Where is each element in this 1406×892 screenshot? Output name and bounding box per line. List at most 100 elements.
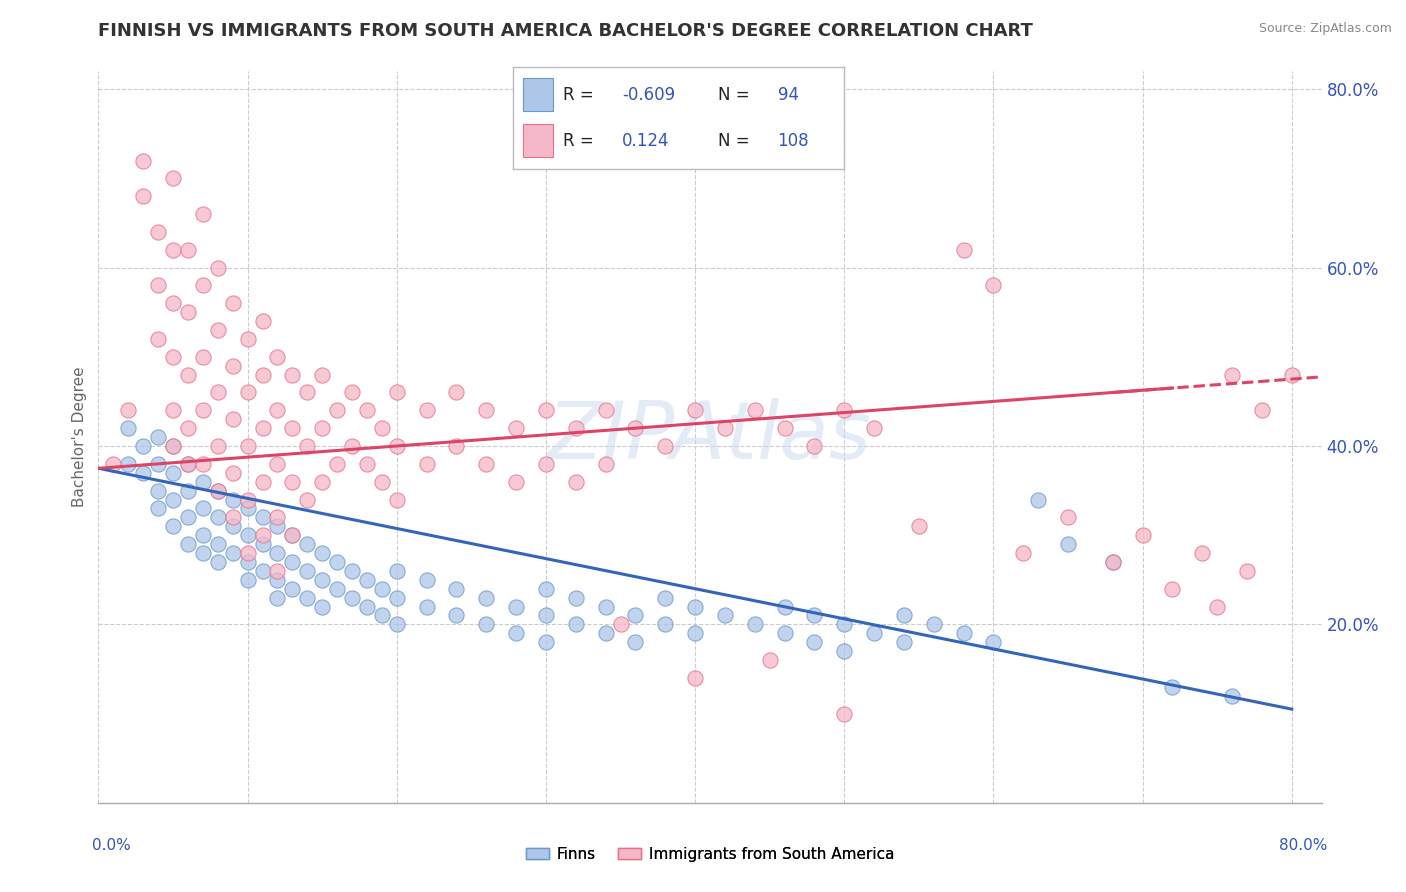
Point — [132, 153, 155, 168]
Point — [1220, 689, 1243, 703]
Point — [177, 457, 200, 471]
Point — [505, 626, 527, 640]
Text: N =: N = — [718, 132, 749, 150]
Point — [266, 403, 288, 417]
Point — [922, 617, 945, 632]
Point — [297, 385, 319, 400]
Y-axis label: Bachelor's Degree: Bachelor's Degree — [72, 367, 87, 508]
Point — [162, 466, 184, 480]
Point — [252, 564, 274, 578]
Point — [191, 501, 214, 516]
Text: Source: ZipAtlas.com: Source: ZipAtlas.com — [1258, 22, 1392, 36]
Point — [311, 546, 333, 560]
Point — [281, 528, 304, 542]
Point — [236, 332, 259, 346]
Point — [624, 635, 647, 649]
Point — [146, 278, 169, 293]
Point — [983, 635, 1005, 649]
Point — [1206, 599, 1229, 614]
Point — [252, 537, 274, 551]
Point — [191, 528, 214, 542]
Point — [609, 617, 631, 632]
Point — [162, 519, 184, 533]
Point — [221, 492, 243, 507]
Point — [162, 171, 184, 186]
Point — [385, 439, 408, 453]
Point — [221, 546, 243, 560]
Point — [221, 296, 243, 310]
Point — [356, 599, 378, 614]
Point — [983, 278, 1005, 293]
Point — [385, 385, 408, 400]
Point — [266, 510, 288, 524]
Point — [132, 466, 155, 480]
Point — [832, 617, 855, 632]
Point — [266, 591, 288, 605]
Point — [475, 617, 498, 632]
FancyBboxPatch shape — [523, 78, 553, 111]
Point — [1281, 368, 1303, 382]
Point — [297, 537, 319, 551]
Point — [340, 591, 363, 605]
Point — [832, 644, 855, 658]
Point — [311, 475, 333, 489]
Point — [340, 564, 363, 578]
Point — [146, 501, 169, 516]
Point — [146, 483, 169, 498]
Point — [281, 555, 304, 569]
Point — [475, 457, 498, 471]
Point — [177, 510, 200, 524]
Point — [266, 564, 288, 578]
Point — [340, 439, 363, 453]
Point — [252, 528, 274, 542]
Point — [191, 546, 214, 560]
Point — [908, 519, 931, 533]
Point — [236, 546, 259, 560]
Point — [281, 582, 304, 596]
Point — [236, 573, 259, 587]
Point — [162, 492, 184, 507]
Point — [1161, 582, 1184, 596]
Point — [385, 617, 408, 632]
Point — [356, 573, 378, 587]
Point — [1101, 555, 1123, 569]
Text: 94: 94 — [778, 86, 799, 103]
Point — [326, 555, 349, 569]
Point — [595, 626, 617, 640]
Point — [117, 421, 139, 435]
Point — [252, 475, 274, 489]
Point — [207, 483, 229, 498]
Point — [221, 412, 243, 426]
Point — [207, 260, 229, 275]
Point — [758, 653, 780, 667]
Point — [281, 421, 304, 435]
Point — [893, 635, 915, 649]
Point — [952, 243, 974, 257]
Point — [177, 483, 200, 498]
Point — [714, 608, 737, 623]
Point — [744, 403, 766, 417]
Point — [117, 403, 139, 417]
Point — [132, 189, 155, 203]
Point — [475, 591, 498, 605]
Text: 0.124: 0.124 — [623, 132, 669, 150]
Point — [371, 475, 394, 489]
Point — [371, 421, 394, 435]
Text: -0.609: -0.609 — [623, 86, 675, 103]
Point — [117, 457, 139, 471]
Point — [446, 582, 468, 596]
Point — [207, 483, 229, 498]
Point — [191, 350, 214, 364]
Point — [132, 439, 155, 453]
Point — [654, 617, 676, 632]
Point — [252, 314, 274, 328]
Point — [207, 323, 229, 337]
Point — [297, 564, 319, 578]
Point — [1191, 546, 1213, 560]
Point — [1026, 492, 1049, 507]
Point — [146, 225, 169, 239]
Point — [1132, 528, 1154, 542]
Point — [654, 591, 676, 605]
Point — [803, 635, 825, 649]
Point — [191, 475, 214, 489]
